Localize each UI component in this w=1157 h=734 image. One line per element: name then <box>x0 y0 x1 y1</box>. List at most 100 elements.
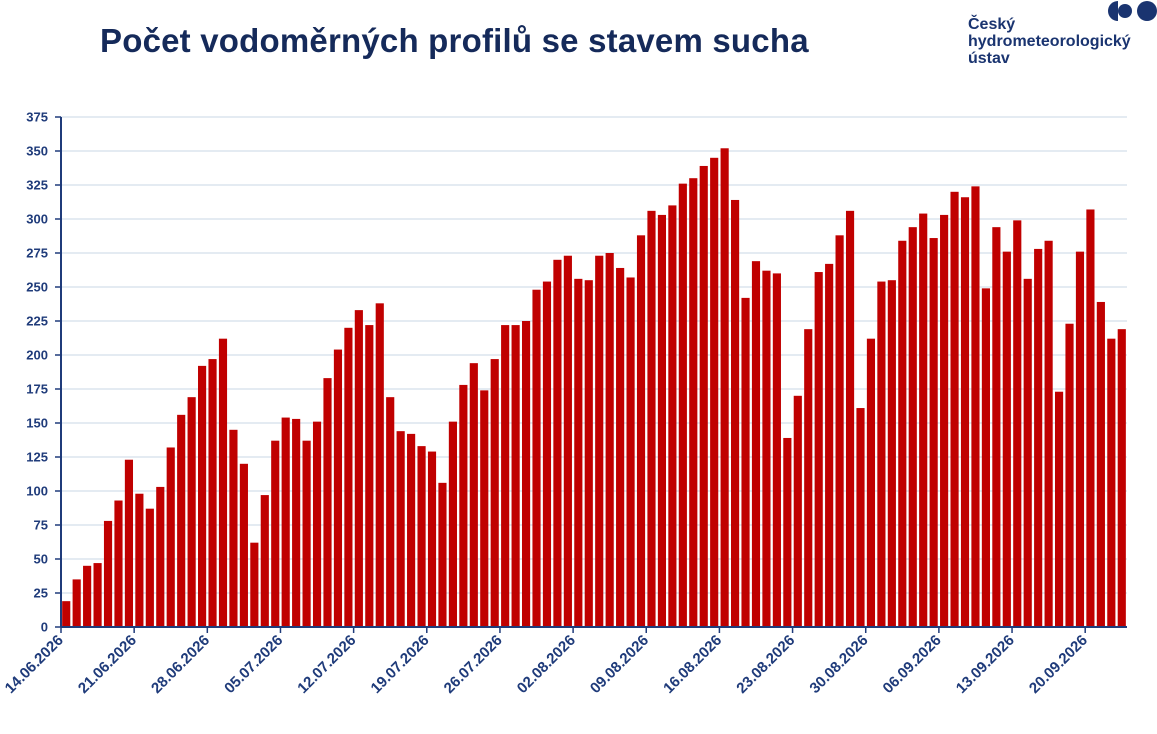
x-tick-label: 02.08.2026 <box>514 632 579 697</box>
bar <box>521 321 531 627</box>
bar <box>626 277 635 627</box>
bar <box>616 267 625 627</box>
bar <box>511 325 520 627</box>
bar <box>960 197 970 628</box>
bar <box>971 186 980 628</box>
logo-line-2: hydrometeorologický <box>968 33 1131 50</box>
bar <box>835 235 844 627</box>
bar <box>292 418 301 627</box>
y-tick-label: 100 <box>26 484 48 499</box>
y-tick-label: 250 <box>26 280 48 295</box>
bar <box>940 214 949 628</box>
y-tick-label: 0 <box>41 620 48 635</box>
bar <box>1034 248 1043 628</box>
y-tick-label: 375 <box>26 110 48 125</box>
bar <box>532 289 541 627</box>
bar <box>772 273 781 627</box>
bar <box>981 288 990 627</box>
bar <box>344 327 353 627</box>
bar <box>887 280 896 627</box>
bar <box>720 148 729 627</box>
y-tick-label: 325 <box>26 178 48 193</box>
bar <box>689 178 698 627</box>
bar <box>177 414 186 627</box>
bar <box>302 440 311 627</box>
bar <box>1013 220 1022 628</box>
bar <box>469 363 478 627</box>
bar <box>563 255 572 627</box>
bar <box>396 431 405 627</box>
x-tick-label: 14.06.2026 <box>2 632 67 697</box>
bar <box>427 451 437 627</box>
bar <box>804 329 813 627</box>
bar <box>198 365 207 627</box>
bar <box>793 395 802 627</box>
chmi-logo: Český hydrometeorologický ústav <box>968 0 1157 80</box>
y-tick-label: 125 <box>26 450 48 465</box>
bar <box>553 259 562 627</box>
bar <box>354 310 363 627</box>
bar <box>386 397 395 627</box>
bar <box>992 227 1001 627</box>
axes <box>55 116 1127 633</box>
bar <box>605 253 614 627</box>
x-tick-labels: 14.06.2026 21.06.2026 28.06.2026 05.07.2026… <box>2 632 1091 697</box>
bar <box>856 408 865 627</box>
x-tick-label: 13.09.2026 <box>953 632 1018 697</box>
x-tick-label: 16.08.2026 <box>660 632 725 697</box>
bar <box>407 433 416 627</box>
bar <box>647 210 656 627</box>
bar <box>1086 209 1095 628</box>
y-tick-label: 350 <box>26 144 48 159</box>
bar <box>1023 278 1032 627</box>
bar <box>574 278 583 627</box>
bar <box>124 459 134 627</box>
x-tick-label: 21.06.2026 <box>75 632 140 697</box>
bar <box>1107 338 1116 627</box>
bar <box>542 281 552 627</box>
bar <box>501 325 510 627</box>
x-tick-label: 20.09.2026 <box>1026 632 1091 697</box>
bar <box>260 495 269 627</box>
bar <box>699 165 708 627</box>
logo-mark-icon <box>1108 1 1157 21</box>
bar <box>898 240 907 627</box>
bar <box>250 542 259 627</box>
y-tick-label: 50 <box>34 552 48 567</box>
bar <box>271 440 280 627</box>
bar <box>950 191 959 628</box>
bar <box>762 270 771 627</box>
bar <box>783 437 792 627</box>
bar <box>83 565 92 627</box>
bar <box>710 157 719 628</box>
bar <box>584 280 593 627</box>
x-tick-label: 30.08.2026 <box>806 632 871 697</box>
x-tick-label: 05.07.2026 <box>221 632 286 697</box>
x-tick-label: 23.08.2026 <box>733 632 798 697</box>
bar <box>333 349 343 627</box>
bar <box>156 486 165 627</box>
logo-line-3: ústav <box>968 50 1010 67</box>
bar <box>845 210 855 627</box>
bars <box>62 148 1126 628</box>
bar <box>741 297 750 627</box>
y-tick-label: 150 <box>26 416 48 431</box>
bar <box>1117 329 1126 627</box>
y-tick-label: 25 <box>34 586 48 601</box>
bar <box>731 199 740 627</box>
x-tick-label: 06.09.2026 <box>880 632 945 697</box>
bar <box>480 390 489 627</box>
x-tick-label: 12.07.2026 <box>294 632 359 697</box>
bar <box>187 397 196 627</box>
bar <box>62 601 71 627</box>
grid-lines <box>61 116 1127 594</box>
bar <box>919 213 928 627</box>
bar <box>208 359 217 627</box>
y-tick-labels: 0 25 50 75 100 125 150 175 200 225 250 275 300 325 350… <box>26 110 48 635</box>
logo-text: Český hydrometeorologický ústav <box>968 16 1131 67</box>
bar <box>459 384 468 627</box>
bar <box>751 261 761 627</box>
page-title: Počet vodoměrných profilů se stavem such… <box>100 22 809 59</box>
bar <box>657 214 667 628</box>
